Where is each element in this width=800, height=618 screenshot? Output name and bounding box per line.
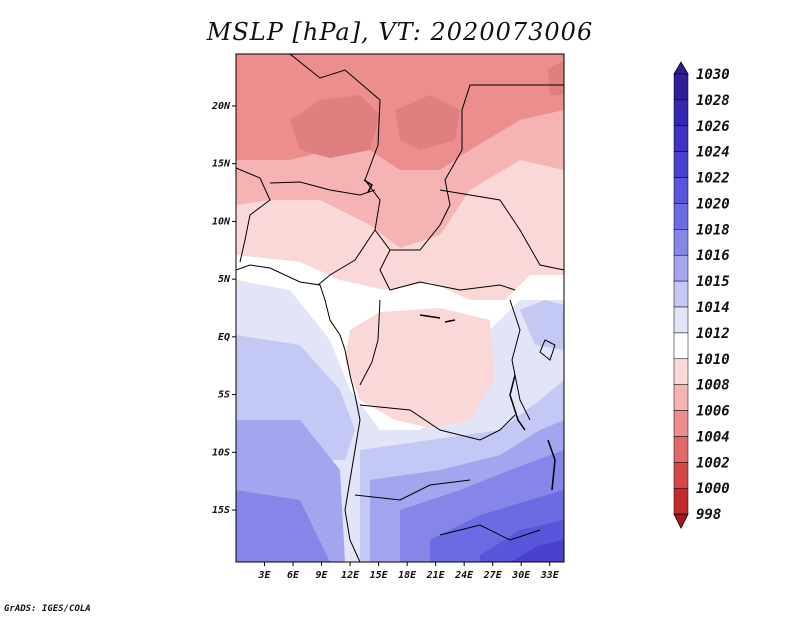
lat-tick-label: EQ: [218, 332, 230, 343]
colorbar-level-label: 1004: [696, 429, 730, 445]
lake-malawi: [547, 439, 556, 491]
colorbar-level-label: 1022: [696, 171, 730, 187]
colorbar-swatch: [673, 436, 689, 463]
colorbar-swatch: [673, 384, 689, 411]
colorbar-swatch: [673, 73, 689, 101]
field-band-1016-eastafrica: [520, 300, 564, 350]
colorbar-swatch: [673, 332, 689, 360]
lat-tick-label: 15S: [212, 505, 230, 516]
lon-tick-label: 30E: [511, 570, 531, 581]
lat-tick-label: 5N: [218, 274, 231, 285]
field-band-1012-congo: [345, 308, 495, 428]
colorbar-swatch: [673, 177, 689, 204]
map-title: MSLP [hPa], VT: 2020073006: [206, 18, 594, 46]
colorbar: 1030 1028 1026 1024 1022 1020 1018 1016 1015 1014…: [673, 61, 730, 530]
colorbar-level-label: 1006: [696, 404, 730, 420]
colorbar-level-label: 1026: [696, 119, 730, 135]
colorbar-level-label: 1002: [696, 455, 730, 471]
lat-tick-label: 20N: [211, 101, 231, 112]
congo-border: [359, 299, 381, 386]
credit-label: GrADS: IGES/COLA: [4, 604, 91, 614]
colorbar-top-arrow: [673, 61, 689, 75]
lake-chad: [363, 179, 374, 193]
latitude-axis: 20N 15N 10N 5N EQ 5S 10S 15S: [211, 101, 236, 516]
sudan-border: [439, 189, 564, 271]
colorbar-swatch: [673, 487, 689, 515]
lon-tick-label: 21E: [426, 570, 446, 581]
congo-lakes: [419, 314, 456, 323]
lon-tick-label: 18E: [398, 570, 417, 581]
colorbar-level-label: 1015: [696, 274, 730, 290]
colorbar-swatch: [673, 306, 689, 334]
lat-tick-label: 15N: [212, 159, 231, 170]
field-band-1006-egypt: [548, 60, 564, 95]
colorbar-level-label: 1028: [696, 93, 730, 109]
coastlines-and-borders: [236, 54, 564, 562]
colorbar-level-label: 1016: [696, 248, 730, 264]
west-coastline: [236, 264, 361, 562]
colorbar-swatch: [673, 410, 689, 437]
colorbar-swatch: [673, 280, 689, 308]
lon-tick-label: 24E: [454, 570, 474, 581]
colorbar-swatch: [673, 125, 689, 152]
colorbar-swatch: [673, 203, 689, 230]
colorbar-level-label: 1024: [696, 145, 730, 161]
lon-tick-label: 15E: [370, 570, 389, 581]
lon-tick-label: 27E: [483, 570, 503, 581]
lon-tick-label: 33E: [540, 570, 560, 581]
colorbar-level-label: 1010: [696, 352, 730, 368]
niger-border: [269, 181, 376, 196]
colorbar-level-label: 1012: [696, 326, 730, 342]
colorbar-level-label: 1030: [696, 67, 730, 83]
lon-tick-label: 12E: [341, 570, 360, 581]
lat-tick-label: 10N: [212, 216, 231, 227]
field-band-1020-atlantic: [236, 490, 330, 562]
colorbar-swatch: [673, 358, 689, 385]
colorbar-level-label: 1020: [696, 196, 730, 212]
field-band-1026-south: [510, 540, 564, 562]
colorbar-level-label: 1000: [696, 481, 730, 497]
colorbar-level-label: 1014: [696, 300, 730, 316]
colorbar-swatch: [673, 229, 689, 256]
lake-tanganyika: [509, 374, 526, 431]
lake-victoria: [539, 339, 556, 361]
field-band-1006: [290, 95, 380, 158]
nigeria-cameroon-border: [317, 229, 376, 286]
colorbar-bottom-arrow: [673, 513, 689, 530]
car-border: [379, 249, 516, 291]
colorbar-swatch: [673, 254, 689, 282]
colorbar-swatch: [673, 151, 689, 178]
map-frame: [235, 53, 565, 563]
rift-borders: [509, 299, 531, 421]
lat-tick-label: 10S: [212, 447, 230, 458]
longitude-axis: 3E 6E 9E 12E 15E 18E 21E 24E 27E 30E 33E: [257, 562, 560, 581]
colorbar-swatch: [673, 462, 689, 489]
namibia-border: [354, 479, 471, 501]
botswana-border: [439, 524, 541, 541]
colorbar-level-label: 998: [696, 507, 721, 523]
colorbar-level-label: 1008: [696, 378, 730, 394]
colorbar-level-label: 1018: [696, 222, 730, 238]
colorbar-swatch: [673, 99, 689, 127]
field-band-1006-chad: [395, 95, 460, 150]
lon-tick-label: 3E: [257, 570, 271, 581]
lon-tick-label: 6E: [287, 570, 300, 581]
lon-tick-label: 9E: [316, 570, 329, 581]
west-africa-coast: [236, 167, 271, 263]
lat-tick-label: 5S: [218, 390, 230, 401]
pressure-field: [236, 54, 564, 562]
drc-angola-border: [359, 404, 516, 441]
